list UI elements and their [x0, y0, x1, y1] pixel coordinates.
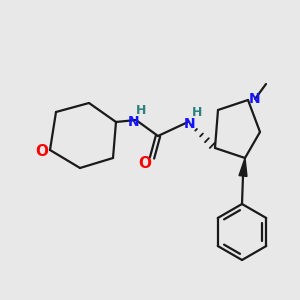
Text: N: N [249, 92, 261, 106]
Text: O: O [35, 143, 49, 158]
Polygon shape [239, 158, 247, 176]
Text: H: H [136, 104, 146, 118]
Text: H: H [192, 106, 202, 119]
Text: O: O [139, 155, 152, 170]
Text: N: N [184, 117, 196, 131]
Text: N: N [128, 115, 140, 129]
